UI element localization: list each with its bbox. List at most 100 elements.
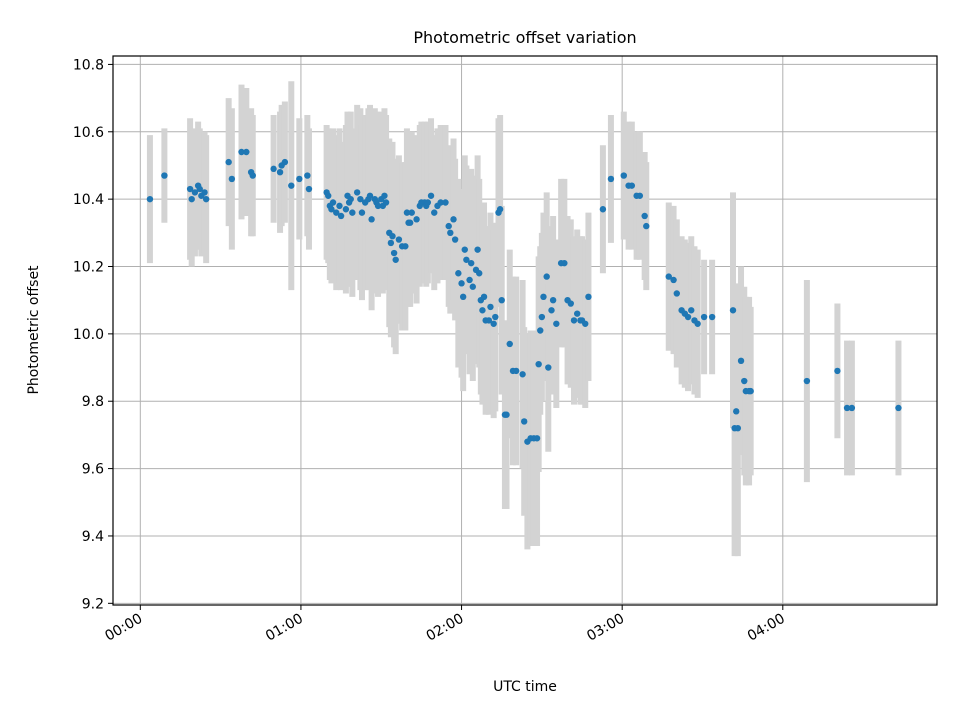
data-point xyxy=(535,360,542,368)
data-point xyxy=(249,172,256,179)
data-point xyxy=(512,367,520,375)
data-point xyxy=(733,408,740,415)
x-tick-label: 03:00 xyxy=(584,611,627,645)
data-point xyxy=(450,216,457,223)
data-point xyxy=(461,246,468,253)
data-point xyxy=(424,199,432,206)
data-point xyxy=(620,172,627,179)
data-point xyxy=(342,206,350,213)
y-tick-label: 10.6 xyxy=(73,125,104,141)
data-point xyxy=(402,243,409,250)
y-axis-ticks: 9.2 9.4 9.6 9.8 10.0 10.2 10.4 10.6 10.8 xyxy=(73,57,113,612)
data-point xyxy=(442,199,449,206)
data-point xyxy=(553,320,560,327)
data-point xyxy=(684,313,692,321)
data-point xyxy=(374,202,382,210)
data-point xyxy=(585,293,592,301)
data-point xyxy=(146,195,154,203)
data-point xyxy=(333,209,340,216)
data-point xyxy=(459,293,467,301)
data-point xyxy=(382,199,390,206)
y-tick-label: 10.2 xyxy=(73,260,104,276)
data-point xyxy=(537,327,544,334)
data-point xyxy=(201,189,208,196)
data-point xyxy=(834,367,841,375)
data-point xyxy=(329,199,337,206)
data-point xyxy=(161,172,168,179)
x-tick-label: 01:00 xyxy=(263,611,306,645)
data-point xyxy=(543,273,550,280)
data-point xyxy=(243,148,250,156)
data-point xyxy=(503,411,510,418)
data-point xyxy=(358,209,366,216)
data-point xyxy=(561,259,568,267)
data-point xyxy=(747,387,754,395)
data-point xyxy=(545,364,552,371)
data-point xyxy=(202,195,210,203)
data-point xyxy=(533,435,541,442)
data-point xyxy=(431,209,438,216)
data-points xyxy=(146,148,902,445)
data-point xyxy=(228,175,236,183)
data-point xyxy=(803,377,811,385)
data-point xyxy=(392,256,399,263)
data-point xyxy=(191,189,199,196)
data-point xyxy=(281,158,289,166)
data-point xyxy=(641,212,648,220)
data-point xyxy=(186,185,194,193)
data-point xyxy=(520,418,528,425)
data-point xyxy=(487,303,494,311)
data-point xyxy=(694,320,701,327)
error-bars xyxy=(146,81,902,557)
data-point xyxy=(670,276,677,284)
data-point xyxy=(480,293,488,301)
data-point xyxy=(403,209,411,216)
data-point xyxy=(734,424,742,432)
y-tick-label: 10.8 xyxy=(73,57,104,73)
data-point xyxy=(276,168,284,176)
data-point xyxy=(455,270,462,277)
y-tick-label: 10.0 xyxy=(73,327,104,343)
data-point xyxy=(607,175,615,183)
data-point xyxy=(628,182,636,189)
data-point xyxy=(548,307,555,314)
x-tick-label: 04:00 xyxy=(745,611,788,645)
data-point xyxy=(336,202,343,210)
data-point xyxy=(479,307,486,314)
data-point xyxy=(492,313,499,321)
data-point xyxy=(325,192,332,199)
data-point xyxy=(599,206,607,213)
data-point xyxy=(643,222,650,230)
data-point xyxy=(349,209,356,216)
data-point xyxy=(506,340,513,348)
data-point xyxy=(519,371,526,378)
data-point xyxy=(328,206,335,213)
x-tick-label: 00:00 xyxy=(102,611,145,645)
data-point xyxy=(467,259,475,267)
data-point xyxy=(496,206,504,213)
data-point xyxy=(673,290,680,297)
data-point xyxy=(225,158,232,166)
data-point xyxy=(567,300,574,307)
data-point xyxy=(238,148,245,156)
data-point xyxy=(196,185,203,193)
x-axis-ticks: 00:00 01:00 02:00 03:00 04:00 xyxy=(102,605,788,645)
data-point xyxy=(337,212,345,220)
data-point xyxy=(582,320,589,327)
data-point xyxy=(389,232,396,240)
data-point xyxy=(466,276,473,284)
x-axis-label: UTC time xyxy=(493,679,557,695)
data-point xyxy=(270,165,277,173)
data-point xyxy=(304,172,311,179)
data-point xyxy=(445,222,452,230)
data-point xyxy=(476,270,483,277)
data-point xyxy=(570,317,578,324)
data-point xyxy=(288,182,295,189)
data-point xyxy=(413,216,420,223)
data-point xyxy=(540,293,547,301)
data-point xyxy=(485,317,493,324)
data-point xyxy=(406,219,414,226)
data-point xyxy=(498,296,505,304)
data-point xyxy=(665,273,672,280)
